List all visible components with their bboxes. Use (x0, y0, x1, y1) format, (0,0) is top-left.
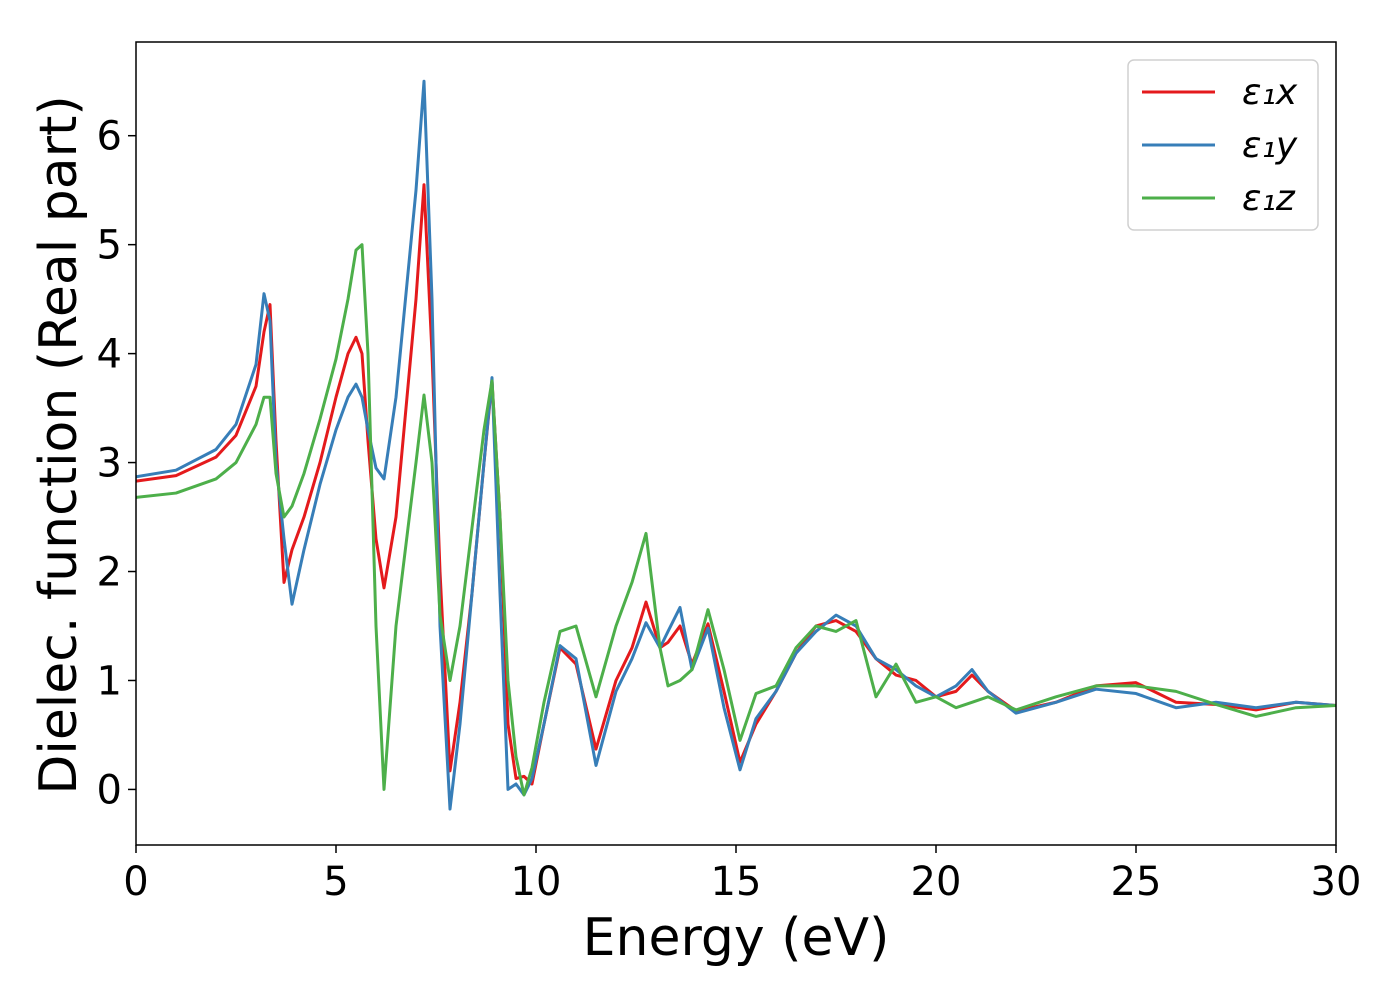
y-tick-label: 1 (97, 658, 122, 704)
legend-label: ε₁x (1242, 72, 1298, 113)
y-tick-label: 6 (97, 114, 122, 160)
x-tick-label: 20 (911, 859, 962, 905)
x-tick-label: 10 (511, 859, 562, 905)
series-line (136, 183, 1336, 786)
plot-frame (135, 41, 1337, 846)
legend-box (1127, 59, 1319, 231)
x-tick-label: 0 (123, 859, 148, 905)
y-tick-label: 2 (97, 550, 122, 596)
y-tick-label: 3 (97, 441, 122, 487)
y-axis-title: Dielec. function (Real part) (29, 95, 89, 794)
y-tick-label: 5 (97, 223, 122, 269)
x-tick-label: 5 (323, 859, 348, 905)
y-tick-label: 4 (97, 332, 122, 378)
x-tick-label: 15 (711, 859, 762, 905)
y-tick-label: 0 (97, 767, 122, 813)
x-tick-label: 30 (1311, 859, 1362, 905)
x-axis-title: Energy (eV) (583, 908, 890, 968)
series-line (136, 243, 1336, 797)
legend-label: ε₁y (1242, 125, 1298, 166)
x-tick-label: 25 (1111, 859, 1162, 905)
series-line (136, 79, 1336, 811)
legend-label: ε₁z (1242, 178, 1296, 219)
